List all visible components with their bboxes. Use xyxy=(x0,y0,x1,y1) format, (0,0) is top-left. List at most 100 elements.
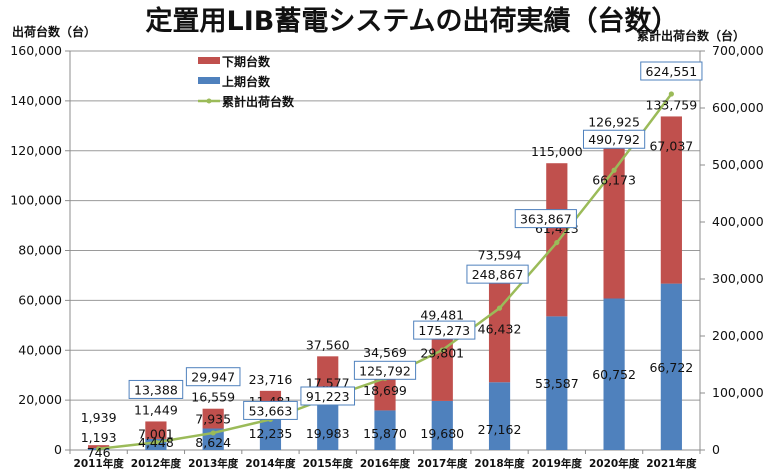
cumulative-label-box xyxy=(413,320,476,340)
cumulative-label: 248,867 xyxy=(472,267,524,282)
cumulative-point xyxy=(439,347,445,353)
cumulative-label-box xyxy=(466,264,529,284)
total-label: 23,716 xyxy=(249,372,293,387)
axes: 0 20,000 40,000 60,000 80,000 100,000 120,000 1… xyxy=(10,43,763,470)
bar-second-half xyxy=(488,266,511,383)
x-tick-label: 2018年度 xyxy=(474,457,525,470)
cumulative-label-box xyxy=(128,379,184,399)
bar-second-half xyxy=(603,133,625,299)
cumulative-label-box xyxy=(582,129,646,149)
x-tick-label: 2012年度 xyxy=(131,457,182,470)
cumulative-point xyxy=(210,430,216,436)
gridlines xyxy=(70,50,700,451)
bar-second-half xyxy=(202,408,224,429)
legend-label: 下期台数 xyxy=(222,54,271,69)
bars xyxy=(88,116,682,450)
cumulative-label-box xyxy=(185,367,241,387)
legend-label: 上期台数 xyxy=(222,74,271,89)
y-tick-label: 80,000 xyxy=(18,243,62,258)
second-half-label: 7,001 xyxy=(138,426,174,441)
cumulative-label: 125,792 xyxy=(359,363,411,378)
y-tick-label: 160,000 xyxy=(10,43,62,58)
y-tick-label: 60,000 xyxy=(18,292,62,307)
total-label: 16,559 xyxy=(191,390,235,405)
cumulative-label: 490,792 xyxy=(588,132,640,147)
bar-first-half xyxy=(431,400,453,450)
y2-tick-label: 100,000 xyxy=(712,385,764,400)
x-tick-label: 2013年度 xyxy=(188,457,239,470)
cumulative-point xyxy=(496,305,503,311)
bar-first-half xyxy=(259,419,282,450)
first-half-label: 8,624 xyxy=(195,435,231,450)
legend-label: 累計出荷台数 xyxy=(222,94,295,109)
cumulative-label-box xyxy=(514,209,577,229)
x-tick-label: 2011年度 xyxy=(74,457,125,470)
cumulative-label-box xyxy=(243,400,298,420)
y2-tick-label: 0 xyxy=(712,442,720,457)
second-half-label: 66,173 xyxy=(592,172,636,187)
cumulative-label-box xyxy=(353,360,417,380)
x-tick-label: 2020年度 xyxy=(589,457,640,470)
total-label: 37,560 xyxy=(306,337,350,352)
y-tick-label: 100,000 xyxy=(10,193,62,208)
total-label: 73,594 xyxy=(478,247,522,262)
second-half-label: 1,193 xyxy=(81,430,117,445)
second-half-label: 67,037 xyxy=(649,138,693,153)
total-label: 115,000 xyxy=(531,144,583,159)
first-half-label: 60,752 xyxy=(592,367,636,382)
x-tick-label: 2015年度 xyxy=(303,457,354,470)
y2-tick-label: 600,000 xyxy=(712,100,764,115)
first-half-label: 15,870 xyxy=(363,426,407,441)
chart-title: 定置用LIB蓄電システムの出荷実績（台数） xyxy=(145,5,678,37)
cumulative-label-box xyxy=(300,386,356,406)
y-axis-title: 出荷台数（台） xyxy=(12,24,96,39)
legend-marker xyxy=(206,98,212,104)
y2-tick-label: 500,000 xyxy=(712,157,764,172)
total-label: 11,449 xyxy=(134,402,178,417)
total-label: 49,481 xyxy=(420,308,464,323)
bar-second-half xyxy=(145,421,167,439)
bar-first-half xyxy=(603,298,625,450)
y-tick-label: 140,000 xyxy=(10,93,62,108)
bar-first-half xyxy=(374,410,396,450)
y2-tick-label: 700,000 xyxy=(712,43,764,58)
cumulative-label: 91,223 xyxy=(306,389,350,404)
first-half-label: 66,722 xyxy=(649,360,693,375)
x-tick-label: 2019年度 xyxy=(532,457,583,470)
first-half-label: 4,448 xyxy=(138,435,174,450)
y2-tick-label: 400,000 xyxy=(712,214,764,229)
bar-first-half xyxy=(488,382,511,450)
total-label: 126,925 xyxy=(588,114,640,129)
bar-first-half xyxy=(546,316,568,450)
y2-tick-label: 300,000 xyxy=(712,271,764,286)
first-half-label: 53,587 xyxy=(535,376,579,391)
cumulative-point xyxy=(96,446,102,452)
second-half-label: 46,432 xyxy=(478,321,522,336)
x-tick-label: 2016年度 xyxy=(360,457,411,470)
cumulative-label: 13,388 xyxy=(134,382,178,397)
total-label: 133,759 xyxy=(646,97,698,112)
second-half-label: 7,935 xyxy=(195,412,231,427)
first-half-label: 27,162 xyxy=(478,422,522,437)
y2-tick-label: 200,000 xyxy=(712,328,764,343)
bar-second-half xyxy=(660,116,682,284)
cumulative-point xyxy=(554,239,560,246)
cumulative-label: 363,867 xyxy=(520,212,572,227)
x-tick-label: 2021年度 xyxy=(646,457,697,470)
bar-second-half xyxy=(546,163,568,317)
y2-axis-title: 累計出荷台数（台） xyxy=(637,28,745,43)
cumulative-label: 29,947 xyxy=(191,370,235,385)
second-half-label: 18,699 xyxy=(363,383,407,398)
second-half-label: 29,801 xyxy=(420,346,464,361)
y-tick-label: 40,000 xyxy=(18,342,62,357)
x-tick-label: 2017年度 xyxy=(417,457,468,470)
first-half-label: 746 xyxy=(87,445,111,460)
y-tick-label: 0 xyxy=(54,442,62,457)
bar-first-half xyxy=(660,283,682,450)
y-tick-label: 20,000 xyxy=(18,392,62,407)
cumulative-label-box xyxy=(640,61,703,81)
legend-swatch xyxy=(198,77,220,84)
cumulative-point xyxy=(668,91,674,97)
cumulative-label: 53,663 xyxy=(249,403,293,418)
